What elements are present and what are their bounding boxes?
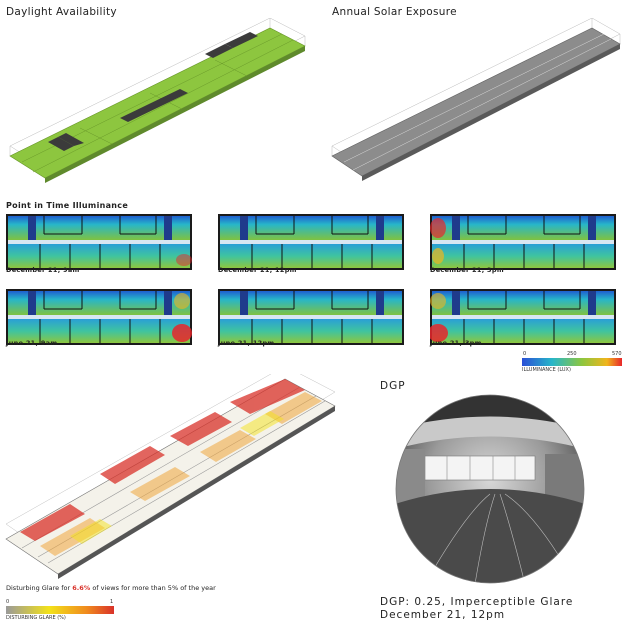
illuminance-legend-label: ILLUMINANCE (LUX) xyxy=(522,367,571,373)
illuminance-legend-max: 570 xyxy=(612,351,622,357)
illuminance-map-jun-3pm xyxy=(430,289,616,345)
dgp-fisheye-render xyxy=(395,394,585,584)
disturbing-glare-model xyxy=(5,374,336,579)
illuminance-map-dec-9am xyxy=(6,214,192,270)
illuminance-legend-bar xyxy=(522,358,622,366)
glare-percentage: 6.6% xyxy=(72,584,91,592)
caption-dec-3pm: December 21, 3pm xyxy=(430,266,504,274)
illuminance-map-jun-9am xyxy=(6,289,192,345)
illuminance-legend-min: 0 xyxy=(523,351,527,357)
caption-dec-12pm: December 21, 12pm xyxy=(218,266,297,274)
illuminance-map-dec-12pm xyxy=(218,214,404,270)
glare-legend-bar xyxy=(6,606,114,614)
glare-text-suffix: of views for more than 5% of the year xyxy=(90,584,216,592)
point-in-time-illuminance-title: Point in Time Illuminance xyxy=(6,201,129,210)
dgp-title: DGP xyxy=(380,380,406,392)
caption-jun-9am: June 21, 9am xyxy=(6,339,58,347)
illuminance-map-jun-12pm xyxy=(218,289,404,345)
caption-jun-12pm: June 21, 12pm xyxy=(218,339,275,347)
daylight-availability-model xyxy=(9,18,306,183)
caption-dec-9am: December 21, 9am xyxy=(6,266,80,274)
caption-jun-3pm: June 21, 3pm xyxy=(430,339,482,347)
disturbing-glare-text: Disturbing Glare for 6.6% of views for m… xyxy=(6,584,216,592)
glare-text-prefix: Disturbing Glare for xyxy=(6,584,73,592)
illuminance-legend-mid: 250 xyxy=(567,351,577,357)
glare-legend-label: DISTURBING GLARE (%) xyxy=(6,615,66,621)
glare-legend-max: 1 xyxy=(110,599,114,605)
glare-legend-min: 0 xyxy=(6,599,10,605)
dgp-caption-line1: DGP: 0.25, Imperceptible Glare xyxy=(380,596,574,608)
illuminance-map-dec-3pm xyxy=(430,214,616,270)
dgp-caption-line2: December 21, 12pm xyxy=(380,609,506,621)
daylight-availability-title: Daylight Availability xyxy=(6,6,117,18)
annual-solar-exposure-model xyxy=(331,18,621,181)
annual-solar-exposure-title: Annual Solar Exposure xyxy=(332,6,457,18)
